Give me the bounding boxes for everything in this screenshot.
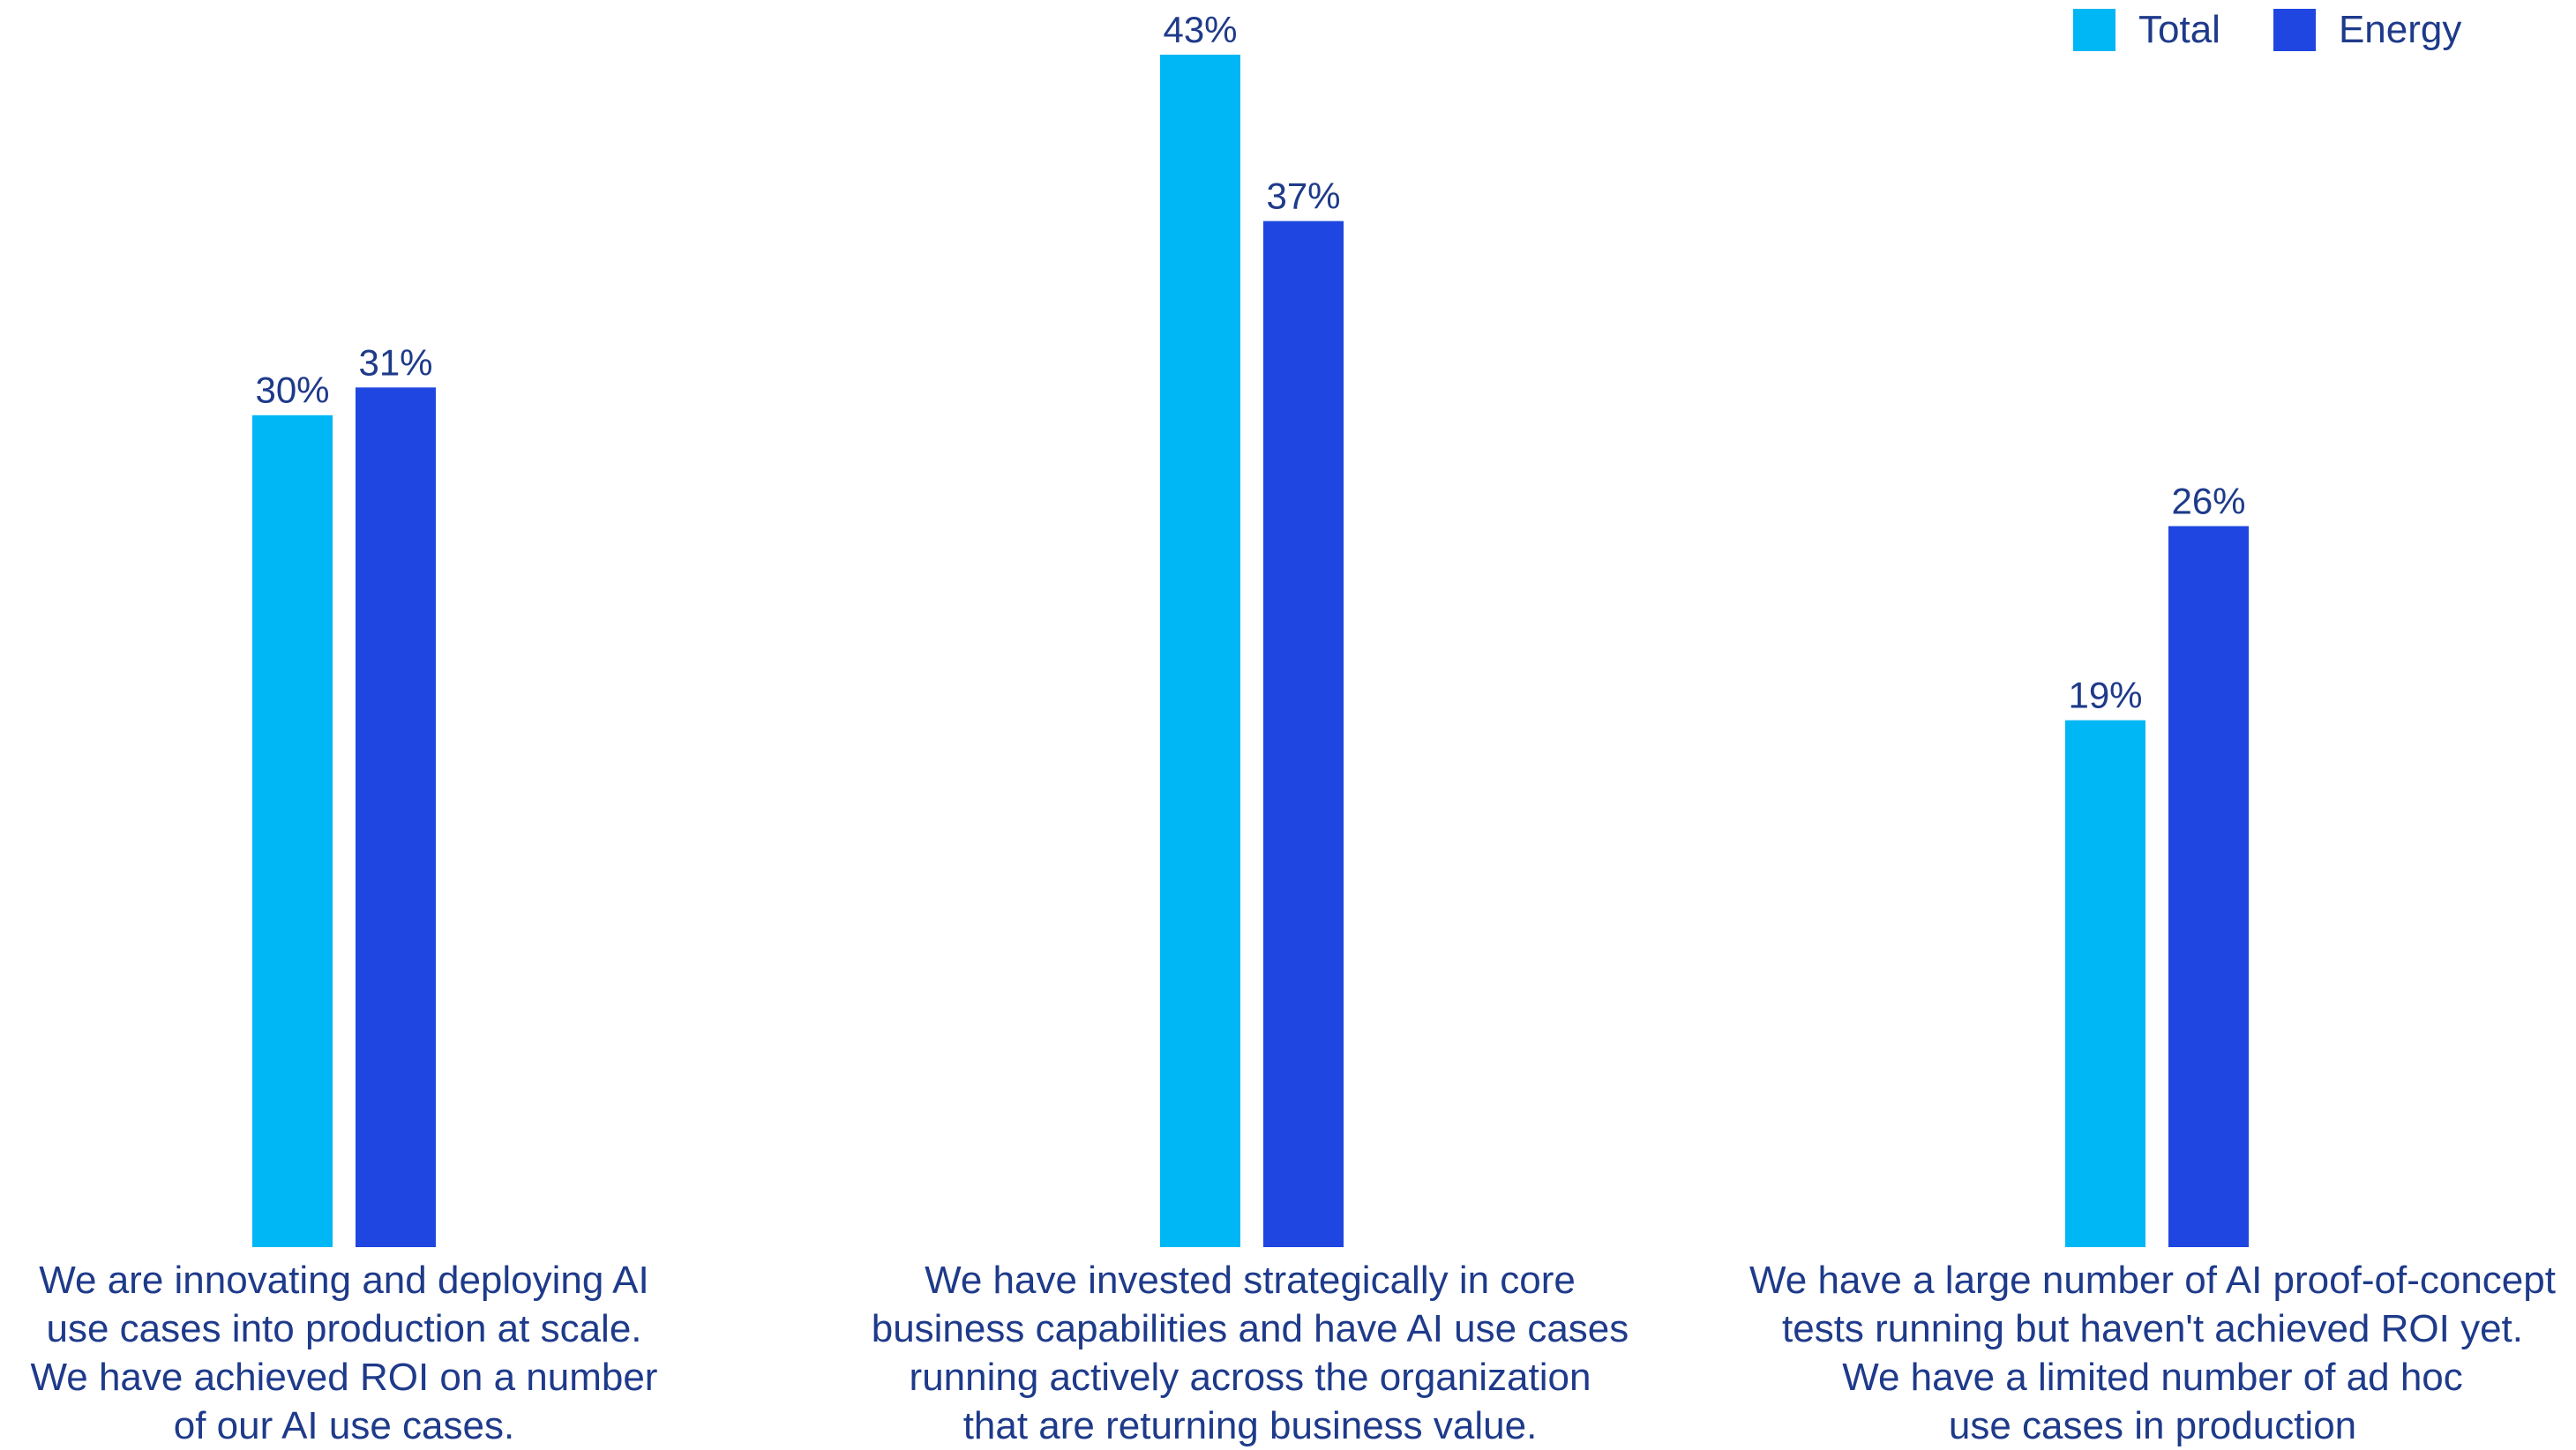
bar-total-2 xyxy=(1160,55,1240,1247)
category-label-3: We have a large number of AI proof-of-co… xyxy=(1749,1259,2556,1447)
legend-label-energy: Energy xyxy=(2338,8,2462,51)
data-label-total-2: 43% xyxy=(1163,9,1237,50)
bar-energy-2 xyxy=(1263,220,1344,1248)
legend-item-total: Total xyxy=(2073,9,2220,51)
category-label-1: We are innovating and deploying AI use c… xyxy=(30,1259,658,1447)
legend: Total Energy xyxy=(2073,9,2461,51)
data-label-energy-2: 37% xyxy=(1266,176,1340,217)
category-label-2: We have invested strategically in core b… xyxy=(871,1259,1629,1447)
data-label-energy-1: 31% xyxy=(358,341,432,383)
data-label-total-3: 19% xyxy=(2068,675,2142,716)
legend-swatch-energy xyxy=(2273,9,2316,51)
data-label-energy-3: 26% xyxy=(2171,481,2245,522)
legend-swatch-total xyxy=(2073,9,2115,51)
data-label-total-1: 30% xyxy=(255,370,329,411)
bar-total-3 xyxy=(2065,720,2145,1247)
bar-energy-3 xyxy=(2168,526,2249,1247)
legend-label-total: Total xyxy=(2138,8,2220,51)
legend-item-energy: Energy xyxy=(2273,9,2461,51)
bar-total-1 xyxy=(252,415,333,1248)
bar-energy-1 xyxy=(356,387,436,1247)
